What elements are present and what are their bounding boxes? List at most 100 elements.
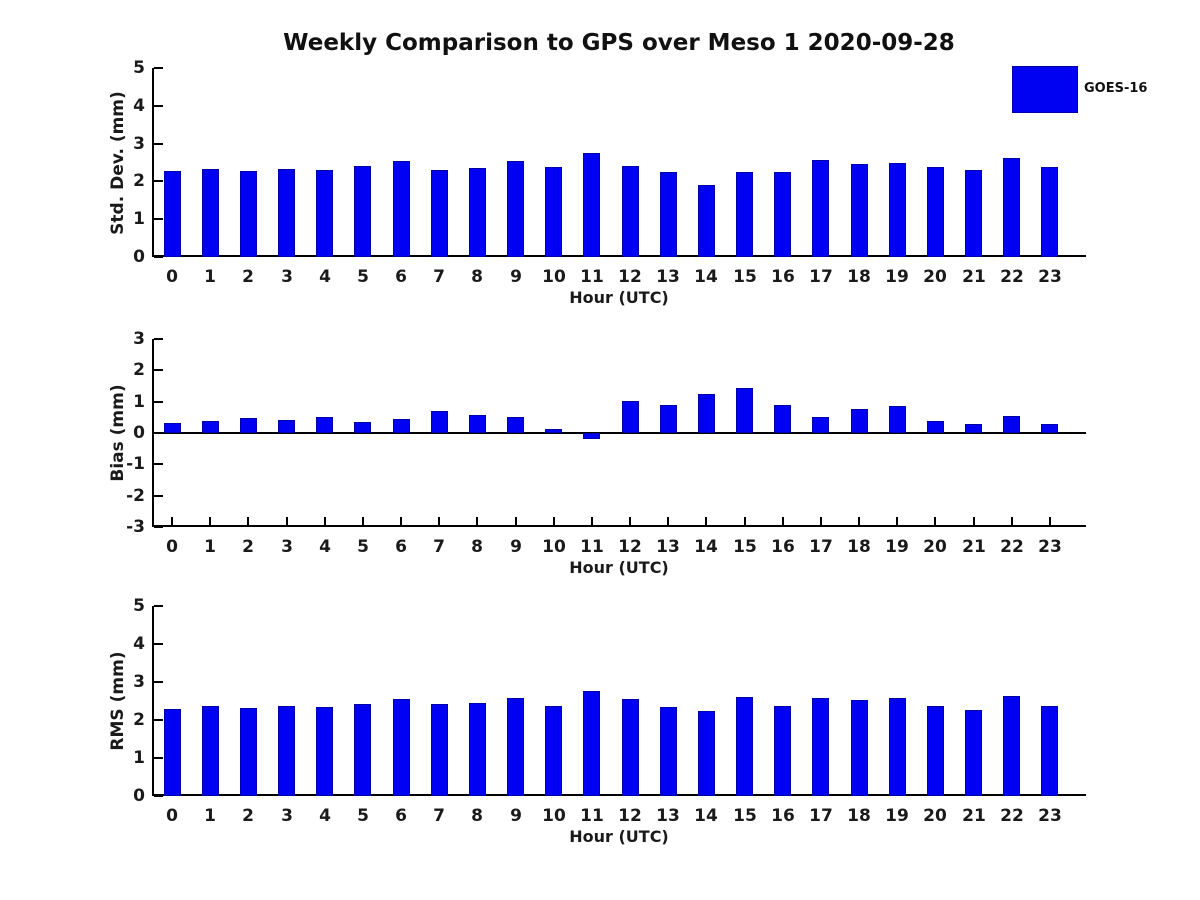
bar <box>736 697 753 796</box>
y-tick-mark <box>154 605 163 607</box>
y-tick-label: -3 <box>126 517 145 537</box>
bar <box>202 169 219 257</box>
x-tick-mark <box>1011 517 1013 527</box>
x-tick-label: 13 <box>656 806 680 826</box>
x-tick-label: 16 <box>771 806 795 826</box>
bar <box>851 163 868 257</box>
x-tick-mark <box>591 517 593 527</box>
bar <box>240 171 257 257</box>
x-tick-label: 16 <box>771 267 795 287</box>
bar <box>1041 166 1058 257</box>
y-tick-mark <box>154 526 163 528</box>
x-tick-label: 23 <box>1038 267 1062 287</box>
x-tick-label: 10 <box>542 267 566 287</box>
x-tick-label: 22 <box>1000 267 1024 287</box>
bar <box>698 393 715 433</box>
x-tick-label: 6 <box>395 267 407 287</box>
bar <box>507 161 524 257</box>
x-tick-label: 13 <box>656 267 680 287</box>
y-tick-label: -1 <box>126 454 145 474</box>
bar <box>698 710 715 796</box>
y-tick-mark <box>154 218 163 220</box>
x-tick-label: 11 <box>580 806 604 826</box>
x-tick-label: 18 <box>847 537 871 557</box>
x-tick-label: 9 <box>510 267 522 287</box>
y-tick-label: 1 <box>133 392 145 412</box>
x-tick-label: 10 <box>542 537 566 557</box>
x-tick-mark <box>1049 517 1051 527</box>
x-tick-label: 2 <box>242 537 254 557</box>
x-tick-mark <box>782 517 784 527</box>
x-tick-label: 6 <box>395 806 407 826</box>
bar <box>393 418 410 433</box>
x-tick-label: 3 <box>281 267 293 287</box>
x-tick-mark <box>362 517 364 527</box>
x-tick-mark <box>515 517 517 527</box>
y-tick-mark <box>154 401 163 403</box>
bar <box>507 417 524 433</box>
x-tick-label: 20 <box>923 806 947 826</box>
bar <box>469 702 486 796</box>
x-axis-label: Hour (UTC) <box>569 288 669 307</box>
bar <box>812 160 829 257</box>
y-tick-label: -2 <box>126 486 145 506</box>
x-tick-label: 8 <box>471 537 483 557</box>
x-tick-mark <box>705 517 707 527</box>
bar <box>469 415 486 433</box>
x-axis-line <box>152 525 1086 527</box>
x-tick-label: 21 <box>962 267 986 287</box>
bar <box>774 404 791 433</box>
bar <box>545 705 562 796</box>
bar <box>660 172 677 257</box>
y-tick-label: 1 <box>133 748 145 768</box>
x-tick-label: 14 <box>694 267 718 287</box>
x-tick-mark <box>553 517 555 527</box>
x-tick-label: 6 <box>395 537 407 557</box>
x-tick-label: 18 <box>847 267 871 287</box>
bar <box>583 691 600 796</box>
x-tick-mark <box>324 517 326 527</box>
x-axis-label: Hour (UTC) <box>569 827 669 846</box>
x-tick-label: 21 <box>962 806 986 826</box>
x-tick-label: 10 <box>542 806 566 826</box>
bar <box>812 698 829 796</box>
x-tick-mark <box>629 517 631 527</box>
x-tick-label: 12 <box>618 537 642 557</box>
x-axis-line <box>152 255 1086 257</box>
x-tick-mark <box>209 517 211 527</box>
x-tick-mark <box>896 517 898 527</box>
bar <box>240 707 257 796</box>
x-tick-label: 4 <box>319 537 331 557</box>
bar <box>164 423 181 433</box>
x-tick-mark <box>171 517 173 527</box>
y-tick-mark <box>154 757 163 759</box>
x-tick-label: 1 <box>204 806 216 826</box>
bar <box>736 388 753 433</box>
y-tick-label: 0 <box>133 786 145 806</box>
y-tick-label: 0 <box>133 247 145 267</box>
y-tick-label: 2 <box>133 710 145 730</box>
x-tick-label: 12 <box>618 267 642 287</box>
x-axis-line <box>152 794 1086 796</box>
x-tick-label: 22 <box>1000 537 1024 557</box>
legend-color-swatch <box>1012 66 1078 113</box>
bar <box>965 709 982 796</box>
x-tick-label: 15 <box>733 806 757 826</box>
x-tick-label: 19 <box>885 806 909 826</box>
x-tick-label: 19 <box>885 267 909 287</box>
bar <box>507 698 524 796</box>
y-tick-mark <box>154 795 163 797</box>
bar <box>965 424 982 433</box>
bar <box>278 420 295 433</box>
x-tick-label: 4 <box>319 267 331 287</box>
x-tick-label: 0 <box>166 537 178 557</box>
bar <box>164 171 181 257</box>
bar <box>927 420 944 433</box>
bar <box>469 167 486 257</box>
y-tick-mark <box>154 67 163 69</box>
x-tick-mark <box>744 517 746 527</box>
x-tick-label: 3 <box>281 537 293 557</box>
x-tick-label: 0 <box>166 806 178 826</box>
bar <box>660 706 677 796</box>
